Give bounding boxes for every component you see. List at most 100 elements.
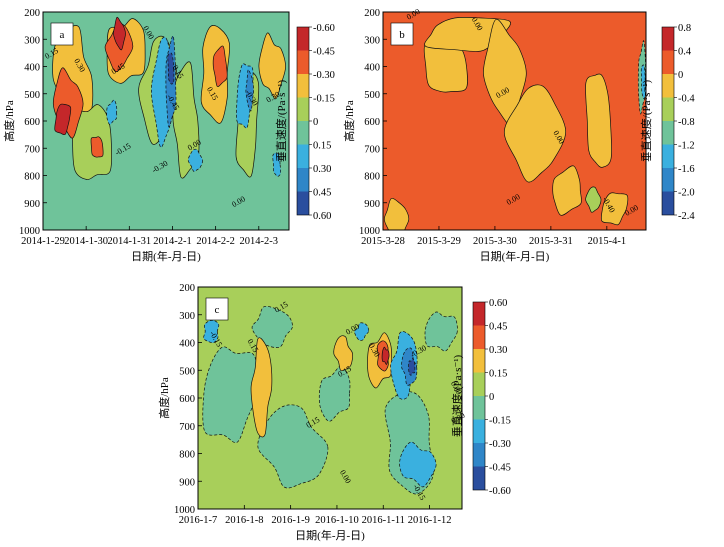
colorbar-swatch bbox=[662, 27, 674, 51]
y-tick-label: 900 bbox=[179, 477, 195, 488]
y-tick-label: 600 bbox=[364, 117, 380, 128]
colorbar-tick-label: -0.4 bbox=[678, 94, 695, 105]
colorbar-swatch bbox=[297, 191, 309, 215]
y-tick-label: 500 bbox=[179, 366, 195, 377]
colorbar-tick-label: 0.30 bbox=[313, 164, 331, 175]
colorbar-tick-label: 0.8 bbox=[678, 23, 691, 34]
x-axis-label: 日期(年-月-日) bbox=[295, 528, 365, 542]
colorbar-tick-label: -0.30 bbox=[313, 70, 335, 81]
contour-region bbox=[408, 358, 416, 376]
colorbar-swatch bbox=[297, 97, 309, 121]
colorbar-swatch bbox=[473, 443, 485, 467]
colorbar-tick-label: 0.4 bbox=[678, 47, 692, 58]
colorbar-tick-label: -0.15 bbox=[313, 94, 335, 105]
contour-region bbox=[399, 441, 437, 488]
y-tick-label: 500 bbox=[364, 90, 380, 101]
y-tick-label: 1000 bbox=[19, 226, 40, 237]
x-tick-label: 2016-1-9 bbox=[271, 515, 310, 526]
colorbar-swatch bbox=[473, 325, 485, 349]
colorbar: 0.8 0.4 0 -0.4 -0.8 -1.2 -1.6 -2.0 -2.4 垂直速度/(Pa·… bbox=[639, 23, 695, 222]
chart-panel-b: 0.000.000.000.000.00 -0.40 0.00b2003004005… bbox=[342, 7, 695, 263]
y-tick-label: 400 bbox=[179, 339, 195, 350]
contour-region bbox=[113, 16, 126, 51]
colorbar-tick-label: 0.60 bbox=[313, 211, 331, 222]
x-tick-label: 2014-2-1 bbox=[153, 236, 192, 247]
colorbar-label: 垂直速度/(Pa·s⁻¹) bbox=[639, 79, 653, 162]
colorbar-tick-label: 0.60 bbox=[489, 298, 507, 309]
y-tick-label: 800 bbox=[364, 172, 380, 183]
colorbar-tick-label: -0.30 bbox=[489, 439, 511, 450]
y-tick-label: 900 bbox=[364, 199, 380, 210]
y-tick-label: 800 bbox=[179, 450, 195, 461]
contour-region bbox=[257, 404, 329, 489]
x-axis-label: 日期(年-月-日) bbox=[480, 249, 550, 263]
colorbar-swatch bbox=[662, 121, 674, 145]
y-tick-label: 500 bbox=[24, 90, 40, 101]
contour-region bbox=[187, 148, 203, 172]
contour-region bbox=[203, 319, 220, 344]
y-tick-label: 200 bbox=[364, 8, 380, 19]
y-tick-label: 200 bbox=[24, 8, 40, 19]
contour-region bbox=[106, 99, 118, 125]
y-axis-label: 高度/hPa bbox=[157, 377, 171, 419]
colorbar-swatch bbox=[297, 27, 309, 51]
y-tick-label: 700 bbox=[364, 144, 380, 155]
colorbar-tick-label: -0.60 bbox=[313, 23, 335, 34]
chart-panel-a: 0.150.30 0.450.00-0.15-0.45-0.300.150.000… bbox=[2, 8, 335, 263]
colorbar-swatch bbox=[297, 144, 309, 168]
contour-region bbox=[90, 136, 104, 158]
colorbar-tick-label: -0.8 bbox=[678, 117, 695, 128]
contour-region bbox=[333, 335, 353, 372]
y-tick-label: 1000 bbox=[359, 226, 380, 237]
y-tick-label: 800 bbox=[24, 172, 40, 183]
heatmap-field bbox=[383, 12, 646, 230]
colorbar-tick-label: -2.0 bbox=[678, 188, 695, 199]
x-tick-label: 2016-1-12 bbox=[408, 515, 452, 526]
panel-label-box bbox=[205, 297, 229, 321]
colorbar-label: 垂直速度/(Pa·s⁻¹) bbox=[274, 79, 288, 162]
colorbar: 0.60 0.45 0.30 0.15 0 -0.15 -0.30 -0.45 -0.60 垂直速… bbox=[450, 298, 511, 497]
colorbar-tick-label: -0.45 bbox=[489, 463, 511, 474]
y-axis-label: 高度/hPa bbox=[342, 100, 356, 142]
chart-panel-c: 0.15-0.150.000.150.150.30 -0.300.000.150.… bbox=[157, 283, 511, 542]
contour-region bbox=[552, 165, 582, 216]
heatmap-field bbox=[198, 287, 462, 509]
colorbar-tick-label: -0.45 bbox=[313, 47, 335, 58]
colorbar-swatch bbox=[473, 372, 485, 396]
colorbar-tick-label: -0.60 bbox=[489, 486, 511, 497]
colorbar-swatch bbox=[662, 74, 674, 98]
colorbar-tick-label: 0 bbox=[489, 392, 494, 403]
contour-region bbox=[424, 311, 458, 352]
x-tick-label: 2015-3-29 bbox=[417, 236, 461, 247]
colorbar-tick-label: 0.15 bbox=[313, 141, 331, 152]
colorbar-tick-label: 0.30 bbox=[489, 345, 507, 356]
colorbar-tick-label: 0 bbox=[678, 70, 683, 81]
contour-region bbox=[258, 32, 286, 100]
contour-region bbox=[600, 192, 629, 226]
contour-region bbox=[383, 197, 410, 230]
colorbar-swatch bbox=[662, 191, 674, 215]
colorbar-swatch bbox=[662, 168, 674, 192]
colorbar-swatch bbox=[297, 168, 309, 192]
y-tick-label: 700 bbox=[179, 422, 195, 433]
y-tick-label: 1000 bbox=[174, 505, 195, 516]
panel-label-box bbox=[390, 22, 414, 46]
x-tick-label: 2015-4-1 bbox=[588, 236, 627, 247]
contour-region bbox=[272, 152, 281, 177]
contour-region bbox=[381, 346, 390, 365]
y-tick-label: 900 bbox=[24, 199, 40, 210]
panel-label: b bbox=[399, 29, 405, 41]
colorbar-swatch bbox=[662, 97, 674, 121]
x-tick-label: 2016-1-7 bbox=[179, 515, 218, 526]
panel-label: c bbox=[215, 304, 220, 316]
contour-region bbox=[54, 103, 72, 136]
contour-region bbox=[585, 186, 602, 213]
y-tick-label: 300 bbox=[364, 35, 380, 46]
y-tick-label: 200 bbox=[179, 283, 195, 294]
colorbar-swatch bbox=[662, 144, 674, 168]
x-tick-label: 2014-2-3 bbox=[240, 236, 279, 247]
x-tick-label: 2016-1-8 bbox=[225, 515, 264, 526]
contour-region bbox=[212, 45, 228, 87]
colorbar-swatch bbox=[473, 419, 485, 443]
